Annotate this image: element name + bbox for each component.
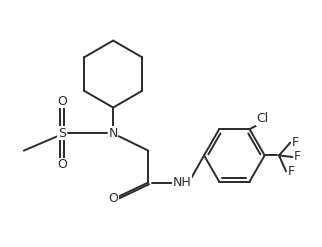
Text: F: F — [294, 150, 301, 164]
Text: Cl: Cl — [257, 112, 269, 125]
Text: O: O — [57, 95, 67, 108]
Text: N: N — [109, 126, 118, 140]
Text: F: F — [288, 165, 295, 178]
Text: O: O — [57, 159, 67, 171]
Text: F: F — [292, 136, 299, 149]
Text: S: S — [58, 126, 66, 140]
Text: O: O — [108, 192, 118, 205]
Text: NH: NH — [172, 176, 191, 189]
